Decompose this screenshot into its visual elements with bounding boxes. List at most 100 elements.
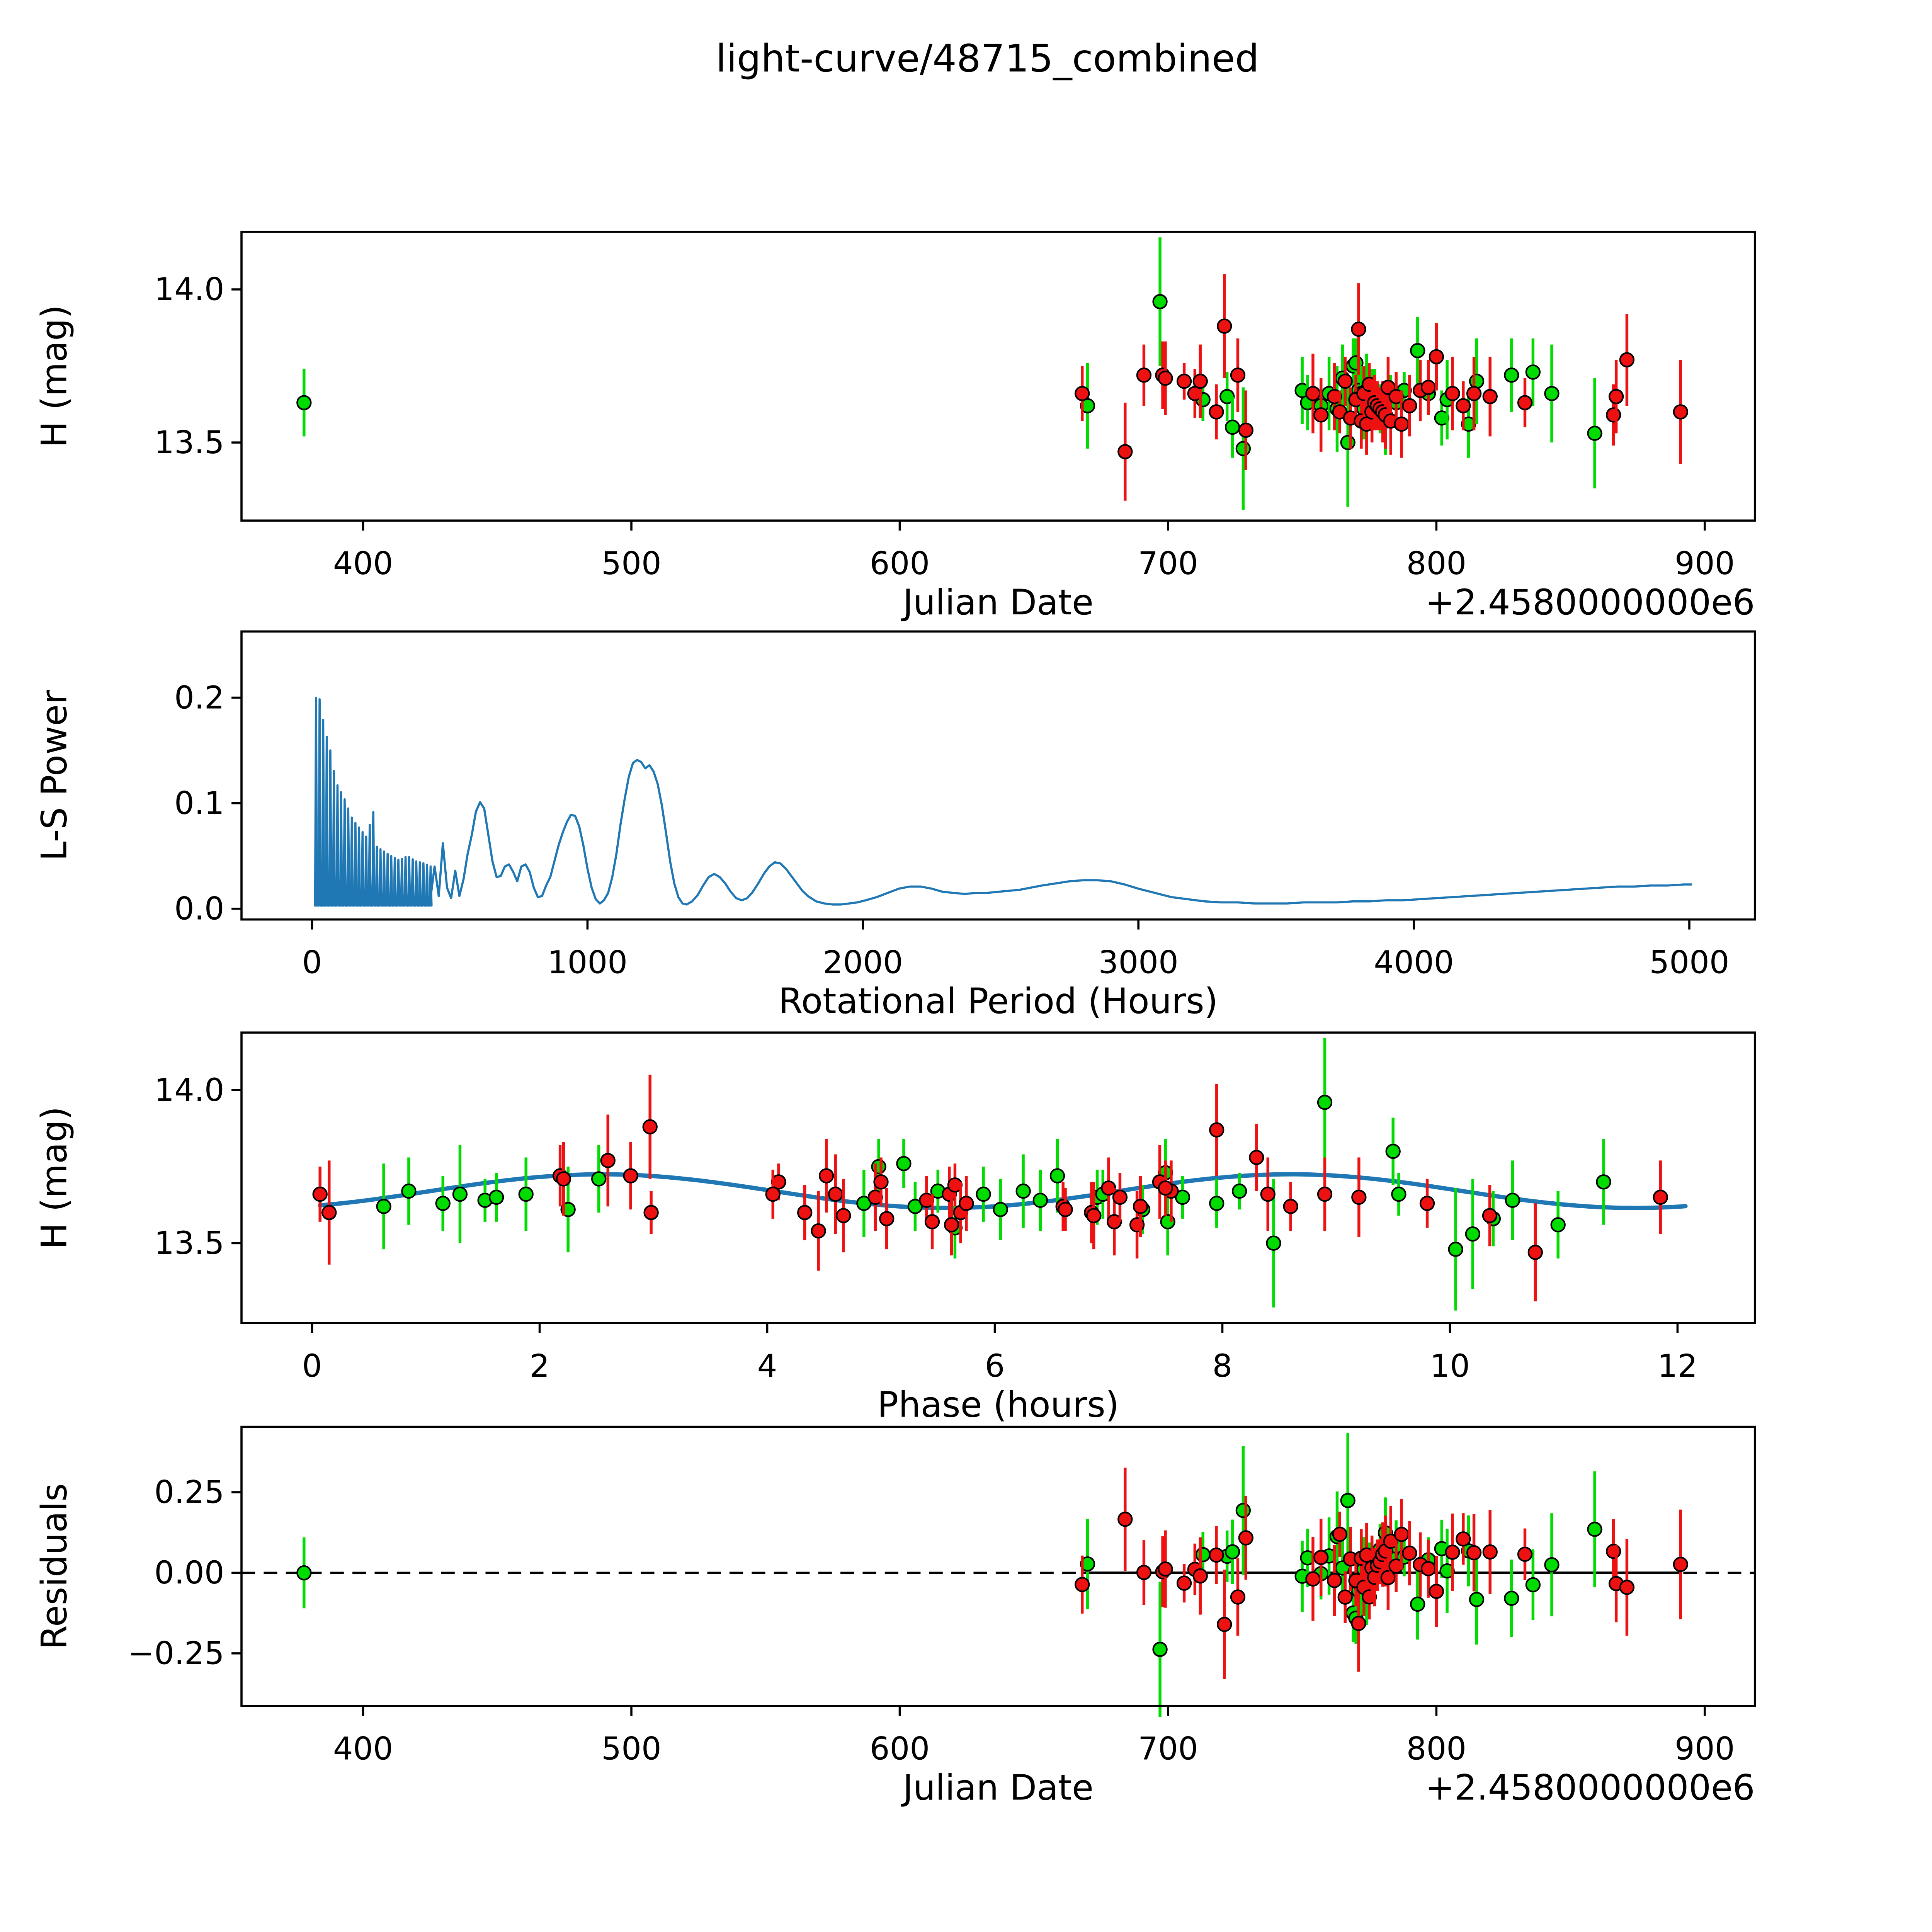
data-point-red <box>1445 1544 1460 1560</box>
data-point-red <box>1351 1616 1366 1631</box>
y-tick-label: 0.25 <box>154 1474 224 1511</box>
data-point-green <box>1235 441 1251 456</box>
data-point-red <box>643 1205 659 1220</box>
data-point-red <box>642 1119 658 1134</box>
data-point-red <box>600 1153 616 1168</box>
data-point-red <box>944 1217 959 1233</box>
data-point-red <box>1429 1583 1444 1599</box>
data-point-red <box>1419 1196 1435 1211</box>
data-point-red <box>1606 407 1621 423</box>
x-tick-label: 1000 <box>548 944 628 981</box>
data-point-red <box>1313 1550 1329 1565</box>
x-tick-label: 800 <box>1406 545 1467 582</box>
x-tick-label: 700 <box>1138 1731 1198 1767</box>
axis-x-label: Rotational Period (Hours) <box>779 981 1218 1022</box>
data-point-green <box>1340 435 1355 450</box>
data-point-red <box>1217 318 1232 334</box>
data-point-green <box>591 1171 607 1187</box>
data-point-red <box>1238 422 1253 438</box>
data-point-green <box>1465 1226 1481 1242</box>
data-point-red <box>1136 367 1152 383</box>
data-point-green <box>488 1189 504 1205</box>
data-point-red <box>1482 1208 1498 1223</box>
data-point-green <box>376 1199 391 1214</box>
data-point-green <box>1225 1544 1240 1560</box>
data-point-red <box>1517 395 1533 410</box>
x-tick-label: 500 <box>601 1731 661 1767</box>
axis-x-offset-label: +2.4580000000e6 <box>1425 1767 1755 1808</box>
data-point-green <box>1587 425 1602 441</box>
data-point-red <box>1209 1122 1225 1138</box>
panel-periodogram: 0 1000 2000 3000 4000 5000 0.0 0.1 0.2 Rotational… <box>34 630 1756 1022</box>
data-point-green <box>435 1196 451 1211</box>
data-point-red <box>1313 407 1329 423</box>
x-tick-label: 12 <box>1658 1348 1698 1384</box>
data-point-red <box>818 1168 834 1184</box>
data-point-red <box>836 1208 851 1223</box>
axis-y-label: H (mag) <box>34 1106 75 1249</box>
x-tick-label: 0 <box>302 944 322 981</box>
data-point-green <box>296 1565 312 1581</box>
data-point-red <box>1305 386 1321 401</box>
data-point-red <box>1402 398 1417 413</box>
y-tick-label: 0.00 <box>154 1554 224 1591</box>
data-point-red <box>1619 352 1635 367</box>
data-point-green <box>1448 1242 1463 1257</box>
data-point-green <box>856 1196 872 1211</box>
data-point-red <box>1429 349 1444 364</box>
data-point-green <box>1504 367 1519 383</box>
data-point-red <box>1117 444 1133 459</box>
x-tick-label: 800 <box>1406 1731 1467 1767</box>
data-point-red <box>312 1186 328 1202</box>
axis-x-label: Phase (hours) <box>877 1385 1119 1425</box>
data-point-red <box>811 1223 826 1239</box>
data-point-red <box>1260 1186 1276 1202</box>
data-point-red <box>1332 1526 1348 1542</box>
x-tick-label: 8 <box>1213 1348 1233 1384</box>
data-point-red <box>1158 1561 1173 1577</box>
x-tick-label: 700 <box>1138 545 1198 582</box>
data-point-red <box>797 1205 813 1220</box>
data-point-red <box>1075 1577 1090 1592</box>
x-tick-label: 0 <box>302 1348 322 1384</box>
data-point-green <box>1544 386 1560 401</box>
data-point-red <box>1337 1589 1353 1605</box>
data-point-green <box>993 1202 1008 1217</box>
data-point-green <box>1195 1547 1211 1563</box>
data-point-red <box>828 1186 843 1202</box>
data-point-red <box>1136 1565 1152 1580</box>
axis-y-label: H (mag) <box>34 305 75 447</box>
data-point-red <box>1249 1150 1264 1165</box>
x-tick-label: 600 <box>870 545 930 582</box>
data-point-red <box>1653 1189 1668 1205</box>
y-tick-label: 14.0 <box>154 271 224 308</box>
data-point-green <box>1587 1522 1602 1537</box>
data-point-green <box>1235 1503 1251 1518</box>
data-point-green <box>1340 1493 1355 1508</box>
data-point-red <box>1158 371 1173 386</box>
data-point-red <box>1466 1545 1482 1561</box>
data-point-red <box>556 1171 571 1187</box>
x-tick-label: 10 <box>1430 1348 1470 1384</box>
data-point-red <box>1327 1573 1342 1588</box>
data-point-red <box>1608 389 1624 404</box>
data-point-red <box>1133 1199 1148 1214</box>
data-point-red <box>1337 374 1353 389</box>
data-point-red <box>1317 1186 1333 1202</box>
x-tick-label: 2 <box>530 1348 550 1384</box>
data-point-red <box>1075 386 1090 401</box>
periodogram-line <box>314 696 1692 907</box>
data-point-green <box>1469 374 1485 389</box>
data-point-red <box>1117 1512 1133 1527</box>
data-point-green <box>1385 1143 1401 1159</box>
data-point-red <box>1176 1575 1192 1591</box>
y-tick-label: 0.0 <box>174 891 224 927</box>
data-point-red <box>1517 1546 1533 1562</box>
data-point-red <box>1209 1547 1224 1563</box>
data-point-red <box>321 1205 337 1220</box>
axes-frame <box>240 1425 1756 1707</box>
x-tick-label: 5000 <box>1649 944 1729 981</box>
